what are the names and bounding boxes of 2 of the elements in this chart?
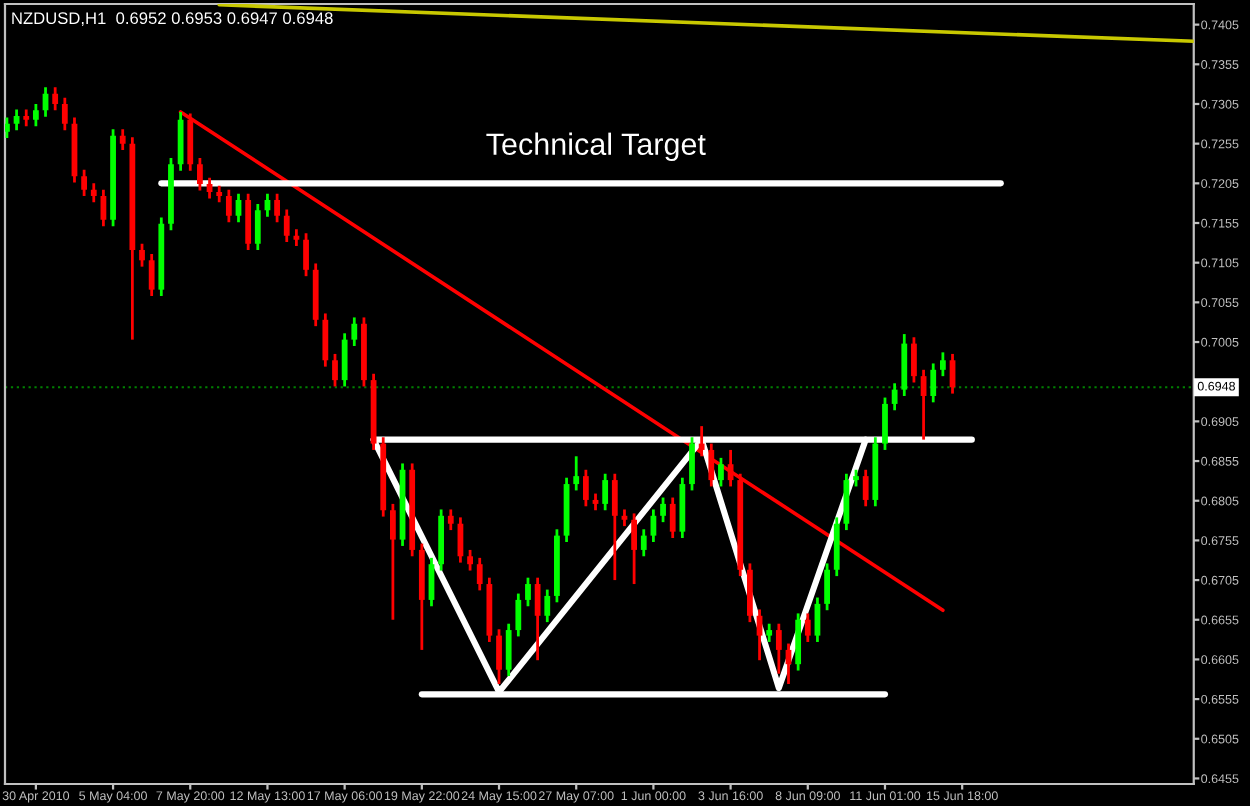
chart-title: NZDUSD,H1 0.6952 0.6953 0.6947 0.6948: [12, 12, 333, 27]
annotation: Technical Target: [486, 132, 706, 162]
